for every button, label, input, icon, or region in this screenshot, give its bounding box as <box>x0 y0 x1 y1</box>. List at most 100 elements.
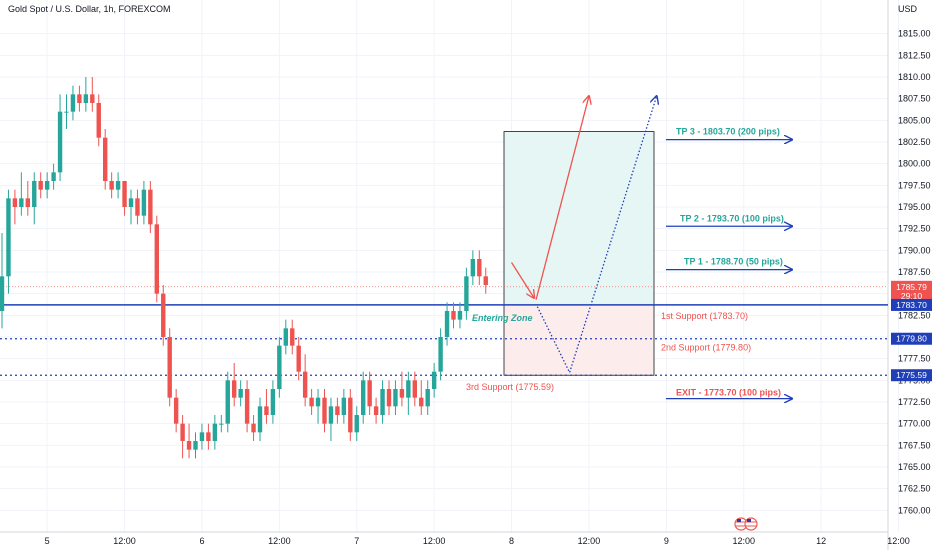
profit-zone <box>503 131 655 306</box>
candle-body <box>257 406 263 433</box>
price-tick-label: 1807.50 <box>898 94 931 104</box>
us-flag-canton <box>737 519 741 522</box>
support-3-label: 3rd Support (1775.59) <box>466 382 554 392</box>
level1-tag-text: 1783.70 <box>896 300 927 310</box>
position-zones <box>503 131 655 376</box>
price-tick-label: 1812.50 <box>898 50 931 60</box>
candle-body <box>135 198 140 216</box>
candle-body <box>335 406 340 415</box>
candle-body <box>32 181 37 207</box>
candle-body <box>225 380 230 424</box>
candle-body <box>444 311 450 337</box>
candle-body <box>296 345 301 372</box>
time-tick-label: 12:00 <box>423 536 446 546</box>
candle-body <box>128 198 134 207</box>
candle-body <box>90 94 95 103</box>
price-tick-label: 1777.50 <box>898 354 931 364</box>
candle-body <box>277 345 282 389</box>
candle-body <box>148 189 153 225</box>
support-levels <box>0 286 888 376</box>
time-axis[interactable]: 5 12:00 6 12:00 7 12:00 8 12:00 9 12:00 12 12:00 <box>45 536 910 546</box>
candle-body <box>19 198 24 207</box>
candle-body <box>154 224 159 294</box>
support-2-label: 2nd Support (1779.80) <box>661 343 751 353</box>
time-tick-label: 8 <box>509 536 514 546</box>
time-tick-label: 12 <box>816 536 826 546</box>
price-tick-label: 1782.50 <box>898 310 931 320</box>
candle-body <box>341 397 347 415</box>
candle-body <box>6 198 11 277</box>
level1-tag <box>891 298 932 311</box>
exit-label: EXIT - 1773.70 (100 pips) <box>676 388 781 398</box>
candle-body <box>380 389 385 415</box>
candle-body <box>96 103 101 138</box>
price-tick-label: 1800.00 <box>898 159 931 169</box>
candle-body <box>464 276 469 311</box>
price-axis[interactable]: 1760.00 1762.50 1765.00 1767.50 1770.00 1772.… <box>898 29 931 516</box>
candle-body <box>457 311 463 320</box>
price-tick-label: 1772.50 <box>898 397 931 407</box>
candle-body <box>361 380 366 415</box>
time-tick-label: 9 <box>664 536 669 546</box>
candle-body <box>57 111 63 173</box>
time-tick-label: 12:00 <box>732 536 755 546</box>
candle-body <box>264 406 269 415</box>
candle-body <box>438 337 443 372</box>
current-price-tag-countdown: 29:10 <box>901 291 923 301</box>
level3-tag <box>891 369 932 382</box>
candle-body <box>431 371 437 389</box>
time-tick-label: 12:00 <box>578 536 601 546</box>
price-tick-label: 1802.50 <box>898 137 931 147</box>
candle-body <box>141 189 147 216</box>
candle-body <box>161 293 166 337</box>
candle-body <box>103 137 108 181</box>
candle-body <box>64 111 69 113</box>
candle-body <box>199 432 205 441</box>
candle-body <box>393 389 398 407</box>
candle-body <box>412 380 417 398</box>
level3-tag-text: 1775.59 <box>896 370 927 380</box>
candle-body <box>348 397 353 433</box>
time-tick-label: 12:00 <box>887 536 910 546</box>
alt-path-arrow <box>536 96 656 375</box>
price-tick-label: 1790.00 <box>898 245 931 255</box>
annotations: Entering Zone 1st Support (1783.70) 2nd Su… <box>466 127 784 531</box>
time-tick-label: 6 <box>199 536 204 546</box>
candle-body <box>477 259 482 277</box>
stop-zone <box>503 304 655 376</box>
candle-body <box>12 198 18 207</box>
candle-body <box>290 328 295 346</box>
candlestick-series <box>0 77 488 459</box>
grid-lines <box>0 0 900 550</box>
support-1-label: 1st Support (1783.70) <box>661 311 748 321</box>
price-tick-label: 1760.00 <box>898 505 931 515</box>
candle-body <box>212 423 218 441</box>
candle-body <box>309 397 314 407</box>
candle-body <box>419 397 424 407</box>
us-flag-canton <box>747 519 751 522</box>
candle-body <box>206 432 211 441</box>
candle-body <box>122 181 127 207</box>
tp2-label: TP 2 - 1793.70 (100 pips) <box>680 213 784 223</box>
candle-body <box>115 181 121 190</box>
candle-body <box>302 371 308 398</box>
candle-body <box>109 181 114 190</box>
tp1-label: TP 1 - 1788.70 (50 pips) <box>684 257 783 267</box>
entering-zone-label: Entering Zone <box>472 313 533 323</box>
price-tick-label: 1815.00 <box>898 29 931 39</box>
candle-body <box>283 328 288 346</box>
candle-body <box>238 389 243 398</box>
bullish-arrow <box>535 96 589 300</box>
candle-body <box>406 380 411 398</box>
price-tick-label: 1810.00 <box>898 72 931 82</box>
candle-body <box>373 406 379 415</box>
level2-tag <box>891 332 932 345</box>
time-tick-label: 12:00 <box>113 536 136 546</box>
candle-body <box>44 181 50 190</box>
price-tick-label: 1805.00 <box>898 115 931 125</box>
candle-body <box>25 198 30 207</box>
candle-body <box>251 423 256 433</box>
symbol-title: Gold Spot / U.S. Dollar, 1h, FOREXCOM <box>8 4 171 14</box>
